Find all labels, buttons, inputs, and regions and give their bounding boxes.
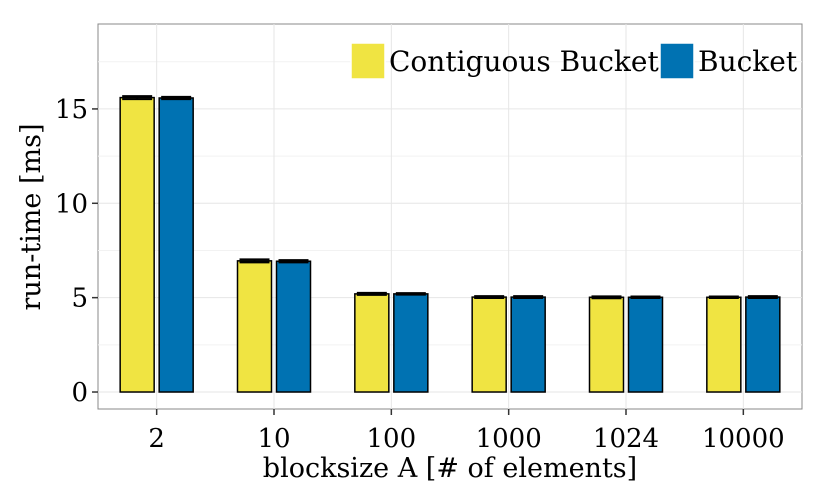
x-tick-label: 10: [257, 424, 290, 454]
legend-swatch-contiguous-bucket: [350, 42, 386, 80]
bar-contiguous-bucket-1024: [588, 296, 625, 393]
bar-bucket-10000: [745, 296, 781, 393]
legend-swatch-bucket: [659, 42, 695, 80]
y-tick-label: 5: [71, 284, 88, 314]
x-tick-label: 2: [148, 424, 165, 454]
grid: [98, 24, 802, 409]
bar-contiguous-bucket-1000: [471, 296, 507, 393]
legend: Contiguous Bucket Bucket: [350, 42, 798, 80]
bars: [119, 95, 781, 393]
bar-contiguous-bucket-10: [236, 260, 273, 393]
legend-label-contiguous-bucket: Contiguous Bucket: [389, 45, 659, 78]
y-tick-label: 15: [55, 95, 88, 125]
bar-bucket-2: [158, 97, 194, 393]
bar-contiguous-bucket-2: [119, 96, 155, 393]
bar-bucket-100: [393, 293, 429, 393]
x-axis-title: blocksize A [# of elements]: [263, 453, 637, 484]
legend-label-bucket: Bucket: [698, 45, 798, 78]
bar-contiguous-bucket-100: [354, 293, 390, 393]
bar-contiguous-bucket-10000: [706, 296, 742, 393]
x-tick-label: 100: [367, 424, 417, 454]
bar-bucket-1024: [627, 296, 664, 393]
y-tick-label: 10: [55, 189, 88, 219]
plot-panel: [97, 23, 803, 410]
x-tick-label: 10000: [702, 424, 785, 454]
y-tick-label: 0: [71, 378, 88, 408]
y-axis-title: run-time [ms]: [16, 124, 47, 311]
x-tick-label: 1000: [476, 424, 542, 454]
bar-bucket-10: [275, 260, 312, 393]
axes: 0 5 10 15 2 10 100 1000 1024 10000: [55, 95, 785, 454]
x-tick-label: 1024: [593, 424, 659, 454]
bar-bucket-1000: [510, 296, 546, 393]
